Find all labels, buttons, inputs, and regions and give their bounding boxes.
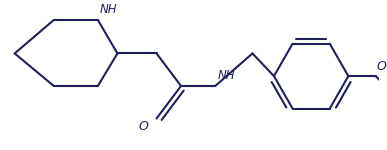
Text: O: O [377,60,387,73]
Text: O: O [139,120,149,134]
Text: NH: NH [217,69,235,82]
Text: NH: NH [100,3,117,16]
